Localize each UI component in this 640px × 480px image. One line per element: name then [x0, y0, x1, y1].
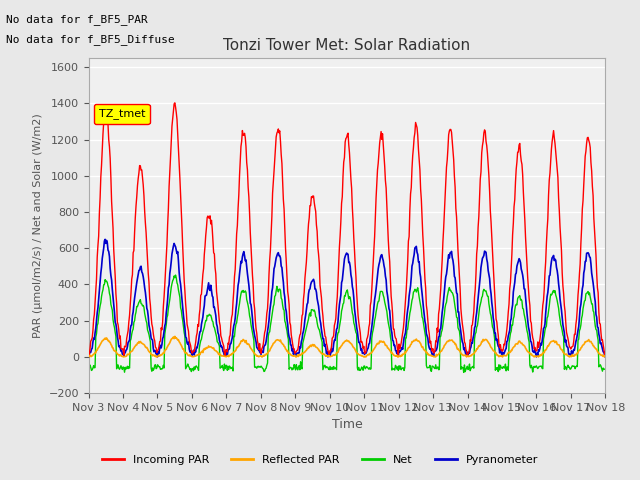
- Y-axis label: PAR (μmol/m2/s) / Net and Solar (W/m2): PAR (μmol/m2/s) / Net and Solar (W/m2): [33, 113, 43, 338]
- X-axis label: Time: Time: [332, 419, 362, 432]
- Title: Tonzi Tower Met: Solar Radiation: Tonzi Tower Met: Solar Radiation: [223, 38, 470, 53]
- Text: No data for f_BF5_Diffuse: No data for f_BF5_Diffuse: [6, 34, 175, 45]
- Legend: Incoming PAR, Reflected PAR, Net, Pyranometer: Incoming PAR, Reflected PAR, Net, Pyrano…: [97, 451, 543, 469]
- Legend: TZ_tmet: TZ_tmet: [94, 104, 150, 124]
- Text: No data for f_BF5_PAR: No data for f_BF5_PAR: [6, 14, 148, 25]
